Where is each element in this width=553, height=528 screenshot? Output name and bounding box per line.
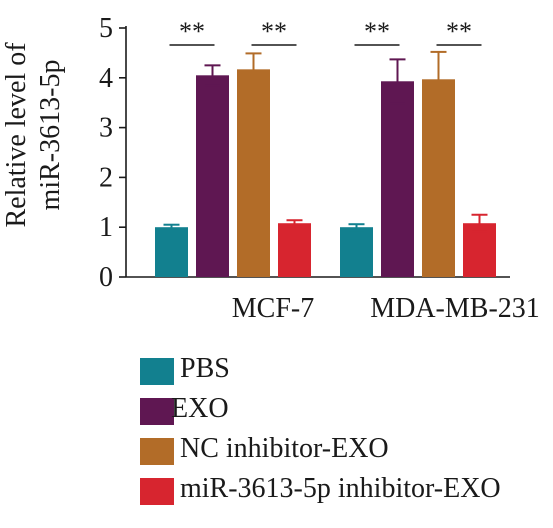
x-tick-label: MDA-MB-231 (370, 293, 540, 324)
legend-swatch-nc-inhibitor-exo (140, 438, 174, 465)
bars (155, 50, 496, 277)
significance-label: ** (261, 17, 287, 46)
significance-label: ** (446, 17, 472, 46)
legend-swatch-mir-inhibitor-exo (140, 478, 174, 505)
bar (155, 227, 188, 277)
y-tick-label: 0 (99, 262, 113, 293)
significance-label: ** (364, 17, 390, 46)
x-tick-labels: MCF-7 MDA-MB-231 (232, 293, 540, 324)
significance-label: ** (179, 17, 205, 46)
y-tick-label: 4 (99, 63, 113, 94)
legend-label-pbs: PBS (180, 353, 230, 384)
y-axis-label-line: Relative level of (1, 42, 32, 228)
y-axis-label: Relative level of miR-3613-5p (1, 42, 66, 228)
y-tick-label: 5 (99, 13, 113, 44)
bar (422, 79, 455, 277)
bar (196, 75, 229, 277)
bar (340, 227, 373, 277)
legend-label-nc-inhibitor-exo: NC inhibitor-EXO (180, 433, 389, 464)
bar (237, 69, 270, 277)
y-tick-label: 2 (99, 162, 113, 193)
axes: 0 1 2 3 4 5 (99, 13, 510, 293)
y-tick-label: 1 (99, 212, 113, 243)
x-tick-label: MCF-7 (232, 293, 314, 324)
legend-swatch-pbs (140, 358, 174, 385)
bar (278, 223, 311, 277)
significance-annotations: ** ** ** ** (169, 17, 482, 46)
y-tick-label: 3 (99, 113, 113, 144)
legend-label-mir-inhibitor-exo: miR-3613-5p inhibitor-EXO (180, 473, 501, 504)
legend-swatch-exo (140, 398, 174, 425)
bar (381, 81, 414, 277)
y-axis-label-line: miR-3613-5p (35, 60, 66, 211)
legend-label-exo: EXO (171, 393, 229, 424)
